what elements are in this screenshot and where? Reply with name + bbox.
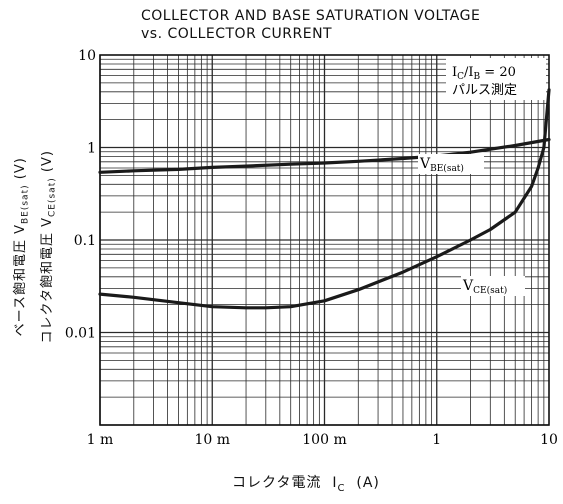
y-axis-label-ce-symbol: V (39, 216, 55, 227)
chart-subtitle: vs. COLLECTOR CURRENT (141, 26, 333, 42)
y-axis-label-be-symbol: V (12, 224, 28, 234)
series-label-bg (461, 276, 525, 296)
grid (99, 54, 550, 426)
y-axis-label-be: ベース飽和電圧 VBE(sat) (V) (9, 157, 31, 336)
plot-frame (99, 54, 550, 426)
legend-ratio: IC/IB = 20 (452, 65, 516, 82)
series-line-1 (98, 88, 551, 310)
series-line-0 (98, 137, 551, 174)
x-tick-label: 1 m (87, 432, 114, 448)
y-axis-label-be-text: ベース飽和電圧 (12, 239, 28, 337)
x-tick-label: 1 (432, 432, 441, 448)
chart-title: COLLECTOR AND BASE SATURATION VOLTAGE (141, 8, 481, 24)
x-tick-label: 10 m (194, 432, 230, 448)
y-axis-label-ce-sub: CE(sat) (47, 177, 58, 217)
y-tick-label: 0.01 (65, 326, 96, 342)
y-axis-label-be-sub: BE(sat) (20, 184, 31, 224)
curves (98, 88, 551, 310)
y-axis-label-be-unit: (V) (12, 157, 28, 180)
legend-measurement: パルス測定 (452, 83, 517, 98)
y-axis-label-ce-text: コレクタ飽和電圧 (39, 232, 55, 344)
x-tick-label: 10 (540, 432, 558, 448)
y-axis-label-ce: コレクタ飽和電圧 VCE(sat) (V) (36, 150, 58, 343)
y-axis-label-ce-unit: (V) (39, 150, 55, 173)
series-label-bg (418, 154, 484, 174)
series-label-0: VBE(sat) (419, 156, 464, 174)
y-tick-label: 10 (78, 48, 96, 64)
series-label-1: VCE(sat) (462, 278, 507, 296)
x-axis-label-symbol: I (332, 475, 338, 491)
tick-labels: 1 m 10 m 100 m 1 10 10 1 0.1 0.01 (65, 48, 558, 448)
x-axis-label-sub: C (337, 482, 346, 494)
y-tick-label: 0.1 (74, 233, 96, 249)
x-axis-label-unit: (A) (356, 475, 380, 491)
y-tick-label: 1 (87, 141, 96, 157)
legend-box (446, 58, 546, 100)
x-tick-label: 100 m (302, 432, 346, 448)
x-axis-label-text: コレクタ電流 (232, 475, 322, 491)
x-axis-label: コレクタ電流 IC (A) (232, 472, 380, 494)
